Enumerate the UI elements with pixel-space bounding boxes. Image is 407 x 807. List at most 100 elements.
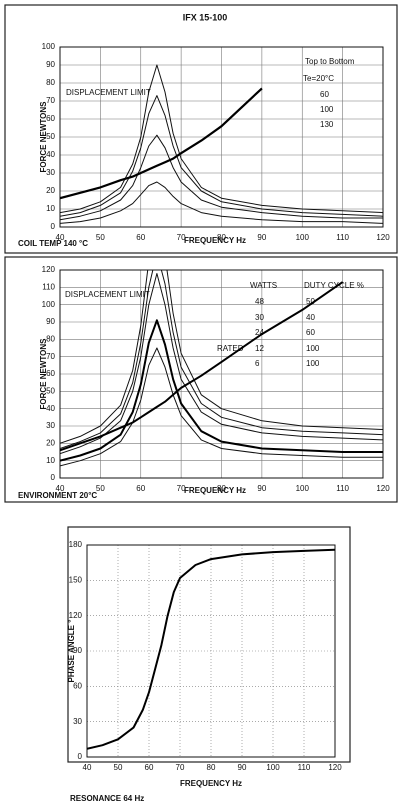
y-tick-label: 60: [46, 369, 55, 378]
series-line: [60, 87, 263, 200]
x-tick-label: 100: [296, 233, 310, 242]
annotation: 100: [306, 344, 320, 353]
legend-label: 100: [320, 105, 334, 114]
x-tick-label: 90: [257, 233, 266, 242]
x-tick-label: 80: [217, 484, 226, 493]
x-tick-label: 40: [56, 233, 65, 242]
series-line: [60, 273, 383, 455]
y-tick-label: 0: [51, 473, 56, 482]
x-tick-label: 90: [238, 763, 247, 772]
x-axis-label: FREQUENCY Hz: [184, 236, 246, 245]
legend-label: 12: [255, 344, 264, 353]
y-tick-label: 80: [46, 334, 55, 343]
y-tick-label: 100: [42, 300, 56, 309]
chart-footer: ENVIRONMENT 20°C: [18, 491, 97, 500]
y-tick-label: 30: [46, 168, 55, 177]
y-axis-label: FORCE NEWTONS: [39, 338, 48, 410]
series-line: [60, 319, 383, 462]
y-tick-label: 70: [46, 96, 55, 105]
x-tick-label: 60: [136, 233, 145, 242]
x-tick-label: 120: [376, 233, 390, 242]
series-line: [60, 181, 383, 224]
annotation: 60: [306, 328, 315, 337]
series-line: [60, 134, 383, 221]
y-tick-label: 10: [46, 204, 55, 213]
annotation: WATTS: [250, 281, 277, 290]
y-tick-label: 50: [46, 386, 55, 395]
x-tick-label: 70: [177, 484, 186, 493]
x-axis-label: FREQUENCY Hz: [184, 486, 246, 495]
legend-label: DISPLACEMENT LIMIT: [65, 290, 150, 299]
chart-frame: [4, 256, 398, 503]
y-tick-label: 180: [69, 540, 83, 549]
y-axis-label: FORCE NEWTONS: [39, 101, 48, 173]
y-tick-label: 40: [46, 150, 55, 159]
annotation: 50: [306, 297, 315, 306]
annotation: RATED: [217, 344, 244, 353]
y-tick-label: 10: [46, 456, 55, 465]
y-tick-label: 90: [46, 317, 55, 326]
x-tick-label: 50: [96, 233, 105, 242]
x-axis-label: FREQUENCY Hz: [180, 779, 242, 788]
x-tick-label: 60: [136, 484, 145, 493]
legend-label: Te=20°C: [303, 74, 334, 83]
y-tick-label: 20: [46, 186, 55, 195]
annotation: 40: [306, 313, 315, 322]
y-tick-label: 60: [73, 681, 82, 690]
y-tick-label: 100: [42, 42, 56, 51]
annotation: Top to Bottom: [305, 57, 355, 66]
series-line: [60, 64, 383, 214]
plot-border: [59, 46, 384, 228]
y-tick-label: 30: [46, 421, 55, 430]
y-tick-label: 120: [42, 265, 56, 274]
y-tick-label: 80: [46, 78, 55, 87]
x-tick-label: 110: [336, 233, 349, 242]
series-line: [60, 347, 383, 467]
x-tick-label: 110: [298, 763, 311, 772]
y-tick-label: 110: [42, 282, 55, 291]
x-tick-label: 110: [336, 484, 349, 493]
series-line: [60, 281, 344, 452]
y-axis-label: PHASE ANGLE °: [67, 620, 76, 683]
y-tick-label: 60: [46, 114, 55, 123]
legend-label: 6: [255, 359, 260, 368]
x-tick-label: 100: [296, 484, 310, 493]
x-tick-label: 70: [176, 763, 185, 772]
y-tick-label: 90: [46, 60, 55, 69]
y-tick-label: 30: [73, 717, 82, 726]
y-tick-label: 40: [46, 404, 55, 413]
legend-label: 30: [255, 313, 264, 322]
legend-label: DISPLACEMENT LIMIT: [66, 88, 151, 97]
annotation: DUTY CYCLE %: [304, 281, 364, 290]
y-tick-label: 20: [46, 438, 55, 447]
chart-frame: [4, 4, 398, 254]
series-line: [60, 95, 383, 217]
x-tick-label: 40: [56, 484, 65, 493]
series-line: [60, 270, 383, 449]
legend-label: 60: [320, 90, 329, 99]
x-tick-label: 40: [83, 763, 92, 772]
legend-label: 48: [255, 297, 264, 306]
legend-label: 130: [320, 120, 334, 129]
x-tick-label: 70: [177, 233, 186, 242]
y-tick-label: 70: [46, 352, 55, 361]
x-tick-label: 120: [328, 763, 342, 772]
x-tick-label: 80: [217, 233, 226, 242]
x-tick-label: 60: [145, 763, 154, 772]
x-tick-label: 50: [114, 763, 123, 772]
x-tick-label: 80: [207, 763, 216, 772]
annotation: 100: [306, 359, 320, 368]
plot-border: [59, 269, 384, 479]
chart-footer: RESONANCE 64 Hz: [70, 794, 144, 803]
x-tick-label: 100: [266, 763, 280, 772]
y-tick-label: 50: [46, 132, 55, 141]
plot-border: [86, 544, 336, 758]
x-tick-label: 90: [257, 484, 266, 493]
chart-footer: COIL TEMP 140 °C: [18, 239, 88, 248]
legend-label: 24: [255, 328, 264, 337]
series-line: [87, 548, 335, 750]
y-tick-label: 150: [69, 575, 83, 584]
x-tick-label: 120: [376, 484, 390, 493]
y-tick-label: 0: [78, 752, 83, 761]
